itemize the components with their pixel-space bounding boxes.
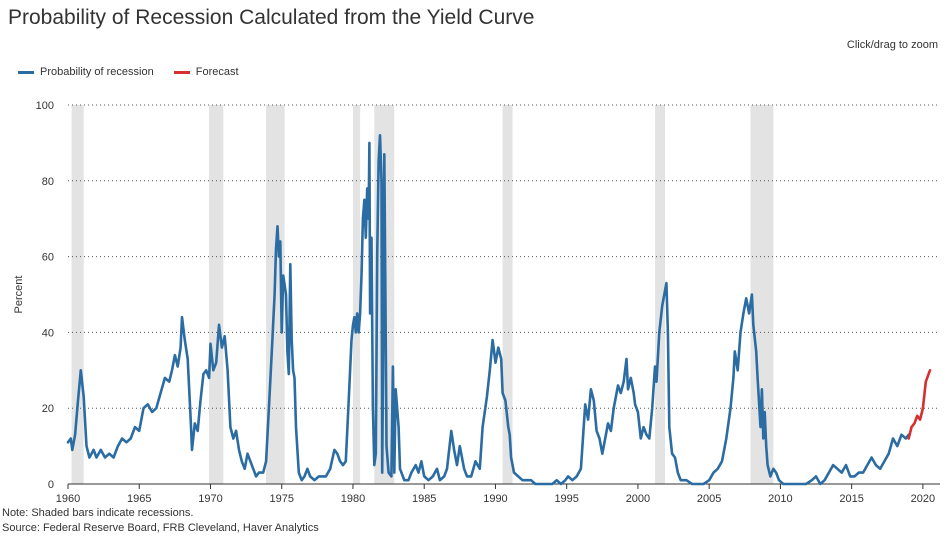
- y-tick-label-100: 100: [36, 100, 54, 112]
- series-line-0[interactable]: [66, 134, 910, 486]
- zoom-hint: Click/drag to zoom: [846, 39, 938, 51]
- x-tick-label-2000: 2000: [626, 493, 650, 505]
- legend-label-probability: Probability of recession: [40, 66, 154, 78]
- axes: 0 20 40 60 80 100 1960 1965 1970 1975 1980 1985 1990…: [36, 100, 940, 505]
- recession-bar-6: [655, 105, 666, 484]
- x-tick-label-2015: 2015: [839, 493, 863, 505]
- x-tick-label-2010: 2010: [768, 493, 792, 505]
- x-tick-label-1995: 1995: [554, 493, 578, 505]
- y-tick-label-0: 0: [48, 479, 54, 491]
- x-tick-label-1960: 1960: [56, 493, 80, 505]
- chart-note: Note: Shaded bars indicate recessions.: [2, 507, 194, 519]
- x-tick-label-2005: 2005: [697, 493, 721, 505]
- legend-label-forecast: Forecast: [195, 66, 239, 78]
- legend-swatch-probability: [18, 70, 34, 74]
- x-tick-label-2020: 2020: [911, 493, 935, 505]
- y-tick-label-20: 20: [42, 403, 54, 415]
- x-tick-label-1985: 1985: [412, 493, 436, 505]
- y-tick-label-40: 40: [42, 327, 54, 339]
- recession-bar-1: [209, 105, 224, 484]
- recession-probability-chart[interactable]: 0 20 40 60 80 100 1960 1965 1970 1975 1980 1985 1990…: [0, 0, 950, 505]
- recession-bar-5: [502, 105, 513, 484]
- recession-bar-0: [71, 105, 84, 484]
- x-tick-label-1970: 1970: [198, 493, 222, 505]
- y-tick-label-60: 60: [42, 252, 54, 264]
- series-lines: [66, 134, 932, 486]
- chart-source: Source: Federal Reserve Board, FRB Cleve…: [2, 522, 319, 534]
- recession-bar-3: [352, 105, 361, 484]
- recession-bar-7: [750, 105, 774, 484]
- page-title: Probability of Recession Calculated from…: [8, 6, 535, 29]
- y-axis-label: Percent: [13, 276, 25, 314]
- x-tick-label-1975: 1975: [269, 493, 293, 505]
- legend-item-probability[interactable]: Probability of recession: [18, 66, 154, 78]
- chart-legend: Probability of recession Forecast: [18, 66, 239, 78]
- series-line-1[interactable]: [907, 369, 932, 440]
- grid-lines: [68, 104, 940, 409]
- legend-swatch-forecast: [173, 70, 190, 74]
- legend-item-forecast[interactable]: Forecast: [173, 66, 239, 78]
- x-tick-label-1990: 1990: [483, 493, 507, 505]
- x-tick-label-1965: 1965: [127, 493, 151, 505]
- x-tick-label-1980: 1980: [341, 493, 365, 505]
- y-tick-label-80: 80: [42, 176, 54, 188]
